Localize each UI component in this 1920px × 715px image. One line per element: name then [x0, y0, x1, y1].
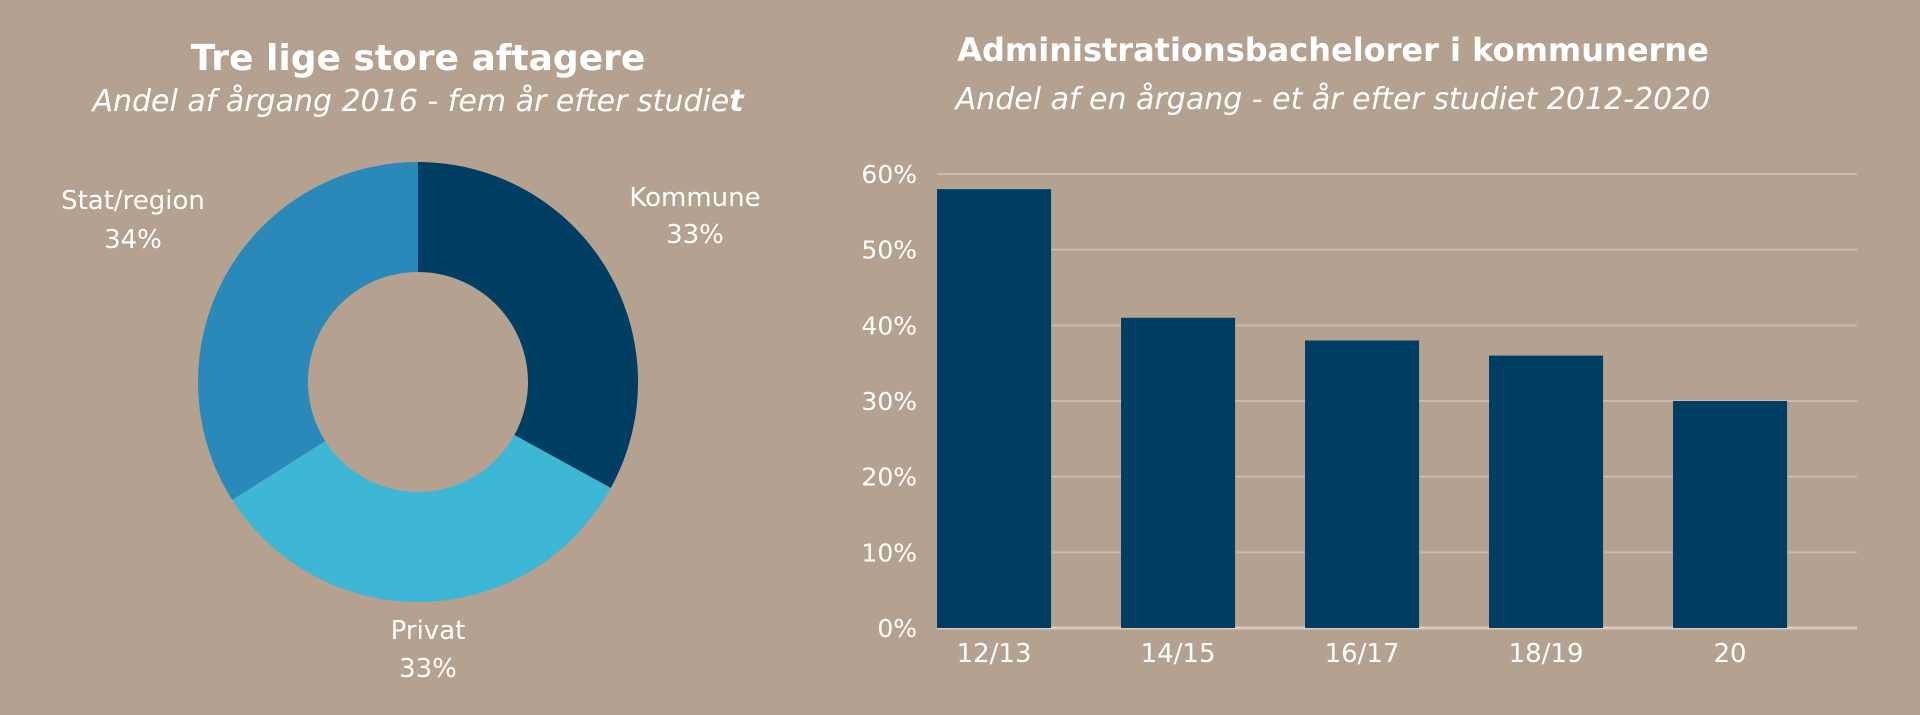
- slice-label-stat-region: Stat/region: [61, 186, 205, 216]
- slice-value-privat: 33%: [399, 654, 457, 684]
- y-tick-label: 0%: [877, 614, 917, 643]
- y-tick-label: 10%: [861, 538, 917, 567]
- bar-14-15: [1121, 317, 1236, 628]
- x-tick-label: 20: [1713, 639, 1746, 669]
- bar-18-19: [1489, 355, 1604, 628]
- slice-label-privat: Privat: [391, 616, 466, 646]
- donut-chart: Tre lige store aftagere Andel af årgang …: [61, 38, 761, 684]
- x-tick-label: 16/17: [1325, 639, 1400, 669]
- donut-subtitle-last: t: [729, 84, 745, 119]
- slice-value-kommune: 33%: [666, 220, 724, 250]
- y-tick-label: 30%: [861, 387, 917, 416]
- x-tick-label: 12/13: [957, 639, 1032, 669]
- bar-12-13: [937, 189, 1052, 628]
- y-tick-label: 20%: [861, 463, 917, 492]
- donut-slices: [198, 162, 638, 602]
- y-tick-label: 60%: [861, 160, 917, 189]
- slice-label-kommune: Kommune: [629, 183, 760, 213]
- bar-title: Administrationsbachelorer i kommunerne: [957, 31, 1709, 69]
- y-axis-ticks: 0% 10% 20% 30% 40% 50% 60%: [861, 160, 917, 643]
- donut-slice-privat: [232, 434, 611, 602]
- x-axis-ticks: 12/13 14/15 16/17 18/19 20: [957, 639, 1747, 669]
- donut-slice-stat-region: [198, 162, 418, 500]
- x-tick-label: 18/19: [1509, 639, 1584, 669]
- bar-subtitle: Andel af en årgang - et år efter studiet…: [954, 82, 1711, 117]
- bars: [937, 189, 1788, 628]
- y-tick-label: 40%: [861, 311, 917, 340]
- y-tick-label: 50%: [861, 236, 917, 265]
- x-tick-label: 14/15: [1141, 639, 1216, 669]
- donut-title: Tre lige store aftagere: [191, 38, 646, 79]
- bar-16-17: [1305, 340, 1420, 628]
- slice-value-stat-region: 34%: [104, 225, 162, 255]
- bar-20: [1673, 401, 1788, 628]
- donut-subtitle-main: Andel af årgang 2016 - fem år efter stud…: [90, 84, 729, 119]
- donut-subtitle: Andel af årgang 2016 - fem år efter stud…: [90, 84, 745, 119]
- donut-slice-kommune: [418, 162, 638, 488]
- bar-chart: Administrationsbachelorer i kommunerne A…: [861, 31, 1857, 669]
